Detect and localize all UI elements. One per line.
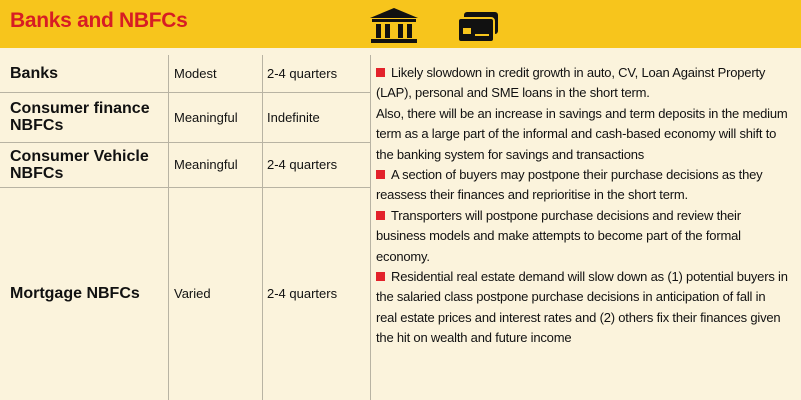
row-line [0, 92, 370, 93]
column-line [370, 55, 371, 400]
note-text: A section of buyers may postpone their p… [376, 167, 763, 203]
note: Also, there will be an increase in savin… [376, 104, 788, 165]
row-label: Banks [10, 65, 59, 82]
column-line [168, 55, 169, 400]
row-label: Consumer Vehicle NBFCs [10, 147, 149, 182]
bullet [376, 170, 385, 180]
impact: Meaningful [174, 109, 238, 125]
duration: 2-4 quarters [267, 157, 338, 172]
bullet [376, 272, 385, 282]
note: Likely slowdown in credit growth in auto… [376, 63, 788, 104]
note-text: Residential real estate demand will slow… [376, 269, 788, 346]
header-bar: Banks and NBFCs [0, 0, 801, 48]
row-line [0, 142, 370, 143]
impact: Varied [174, 286, 211, 301]
note: Residential real estate demand will slow… [376, 267, 788, 349]
note: A section of buyers may postpone their p… [376, 165, 788, 206]
note: Transporters will postpone purchase deci… [376, 206, 788, 267]
row-label: Mortgage NBFCs [10, 285, 140, 302]
duration: 2-4 quarters [267, 286, 338, 301]
duration: Indefinite [267, 109, 320, 125]
bullet [376, 68, 385, 77]
icons [370, 8, 498, 43]
row-label: Consumer finance NBFCs [10, 100, 150, 134]
row-line [0, 187, 370, 188]
impact: Modest [174, 66, 217, 81]
title: Banks and NBFCs [10, 9, 188, 32]
column-line [262, 55, 263, 400]
note-text: Also, there will be an increase in savin… [376, 105, 788, 162]
bullet [376, 210, 385, 220]
duration: 2-4 quarters [267, 66, 338, 81]
note-text: Transporters will postpone purchase deci… [376, 207, 741, 264]
note-text: Likely slowdown in credit growth in auto… [376, 65, 766, 101]
impact: Meaningful [174, 157, 238, 172]
notes: Likely slowdown in credit growth in auto… [376, 63, 788, 349]
